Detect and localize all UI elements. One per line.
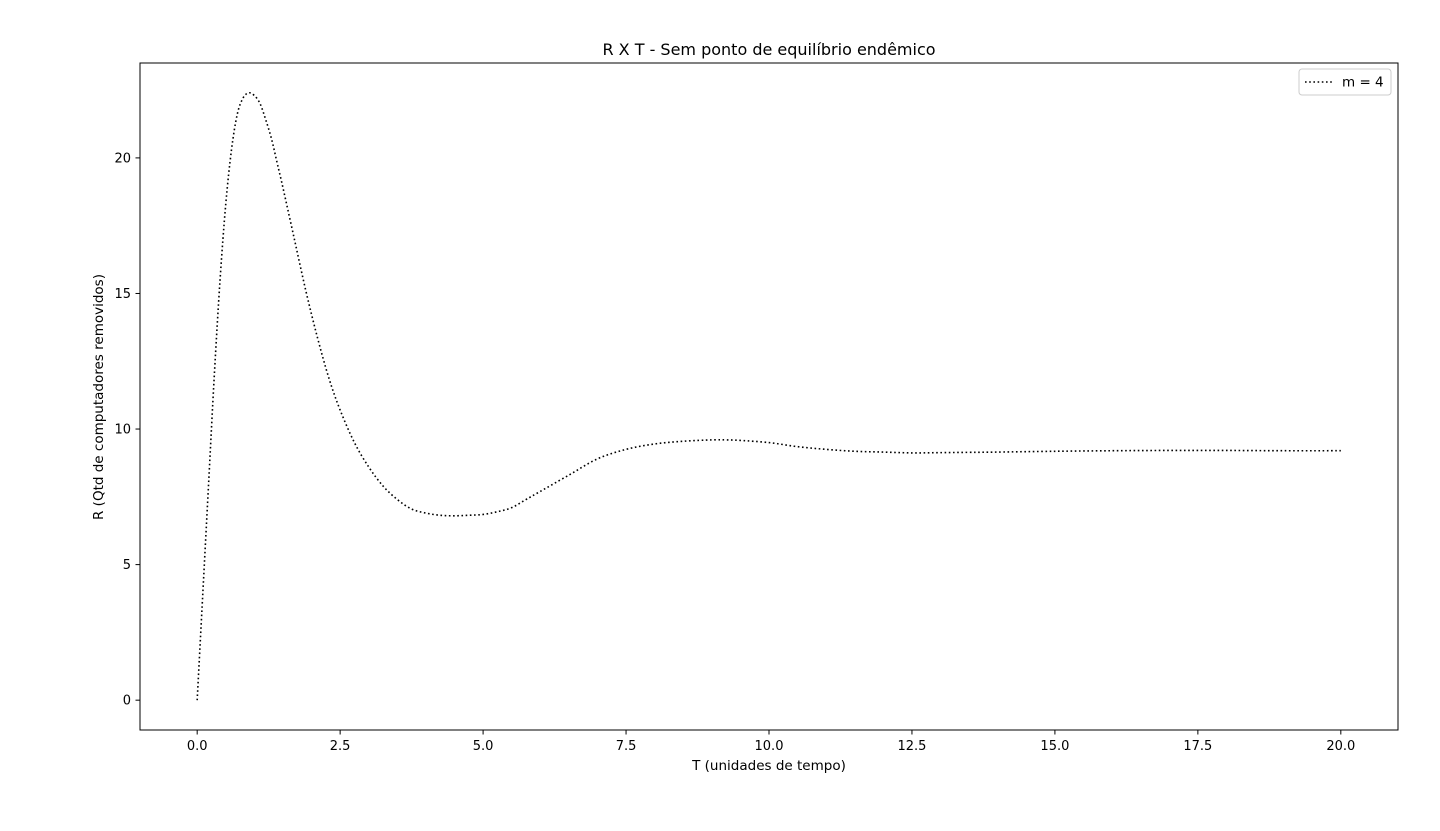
y-tick-label: 15 [114, 287, 131, 302]
x-tick-label: 7.5 [616, 739, 637, 754]
y-tick-label: 5 [123, 558, 131, 573]
x-tick-label: 20.0 [1326, 739, 1355, 754]
x-tick-label: 12.5 [897, 739, 926, 754]
x-tick-label: 10.0 [755, 739, 784, 754]
y-tick-label: 20 [114, 151, 131, 166]
x-axis-label: T (unidades de tempo) [691, 758, 846, 774]
legend: m = 4 [1298, 68, 1392, 96]
legend-frame [1298, 68, 1392, 96]
x-axis-ticks: 0.0 2.5 5.0 7.5 10.0 12.5 15.0 17.5 20.0 [187, 730, 1355, 754]
chart-title: R X T - Sem ponto de equilíbrio endêmico [602, 40, 935, 59]
plot-area: 0.0 2.5 5.0 7.5 10.0 12.5 15.0 17.5 20.0 0 5 10 15 2… [114, 62, 1399, 754]
y-axis-ticks: 0 5 10 15 20 [114, 151, 140, 709]
x-tick-label: 2.5 [330, 739, 351, 754]
y-tick-label: 0 [123, 694, 131, 709]
x-tick-label: 15.0 [1040, 739, 1069, 754]
x-tick-label: 0.0 [187, 739, 208, 754]
series-line-m-4 [196, 91, 1341, 701]
x-tick-label: 5.0 [473, 739, 494, 754]
y-tick-label: 10 [114, 423, 131, 438]
series-layer [196, 91, 1341, 701]
x-tick-label: 17.5 [1183, 739, 1212, 754]
y-axis-label: R (Qtd de computadores removidos) [91, 274, 107, 520]
legend-label: m = 4 [1342, 75, 1384, 91]
